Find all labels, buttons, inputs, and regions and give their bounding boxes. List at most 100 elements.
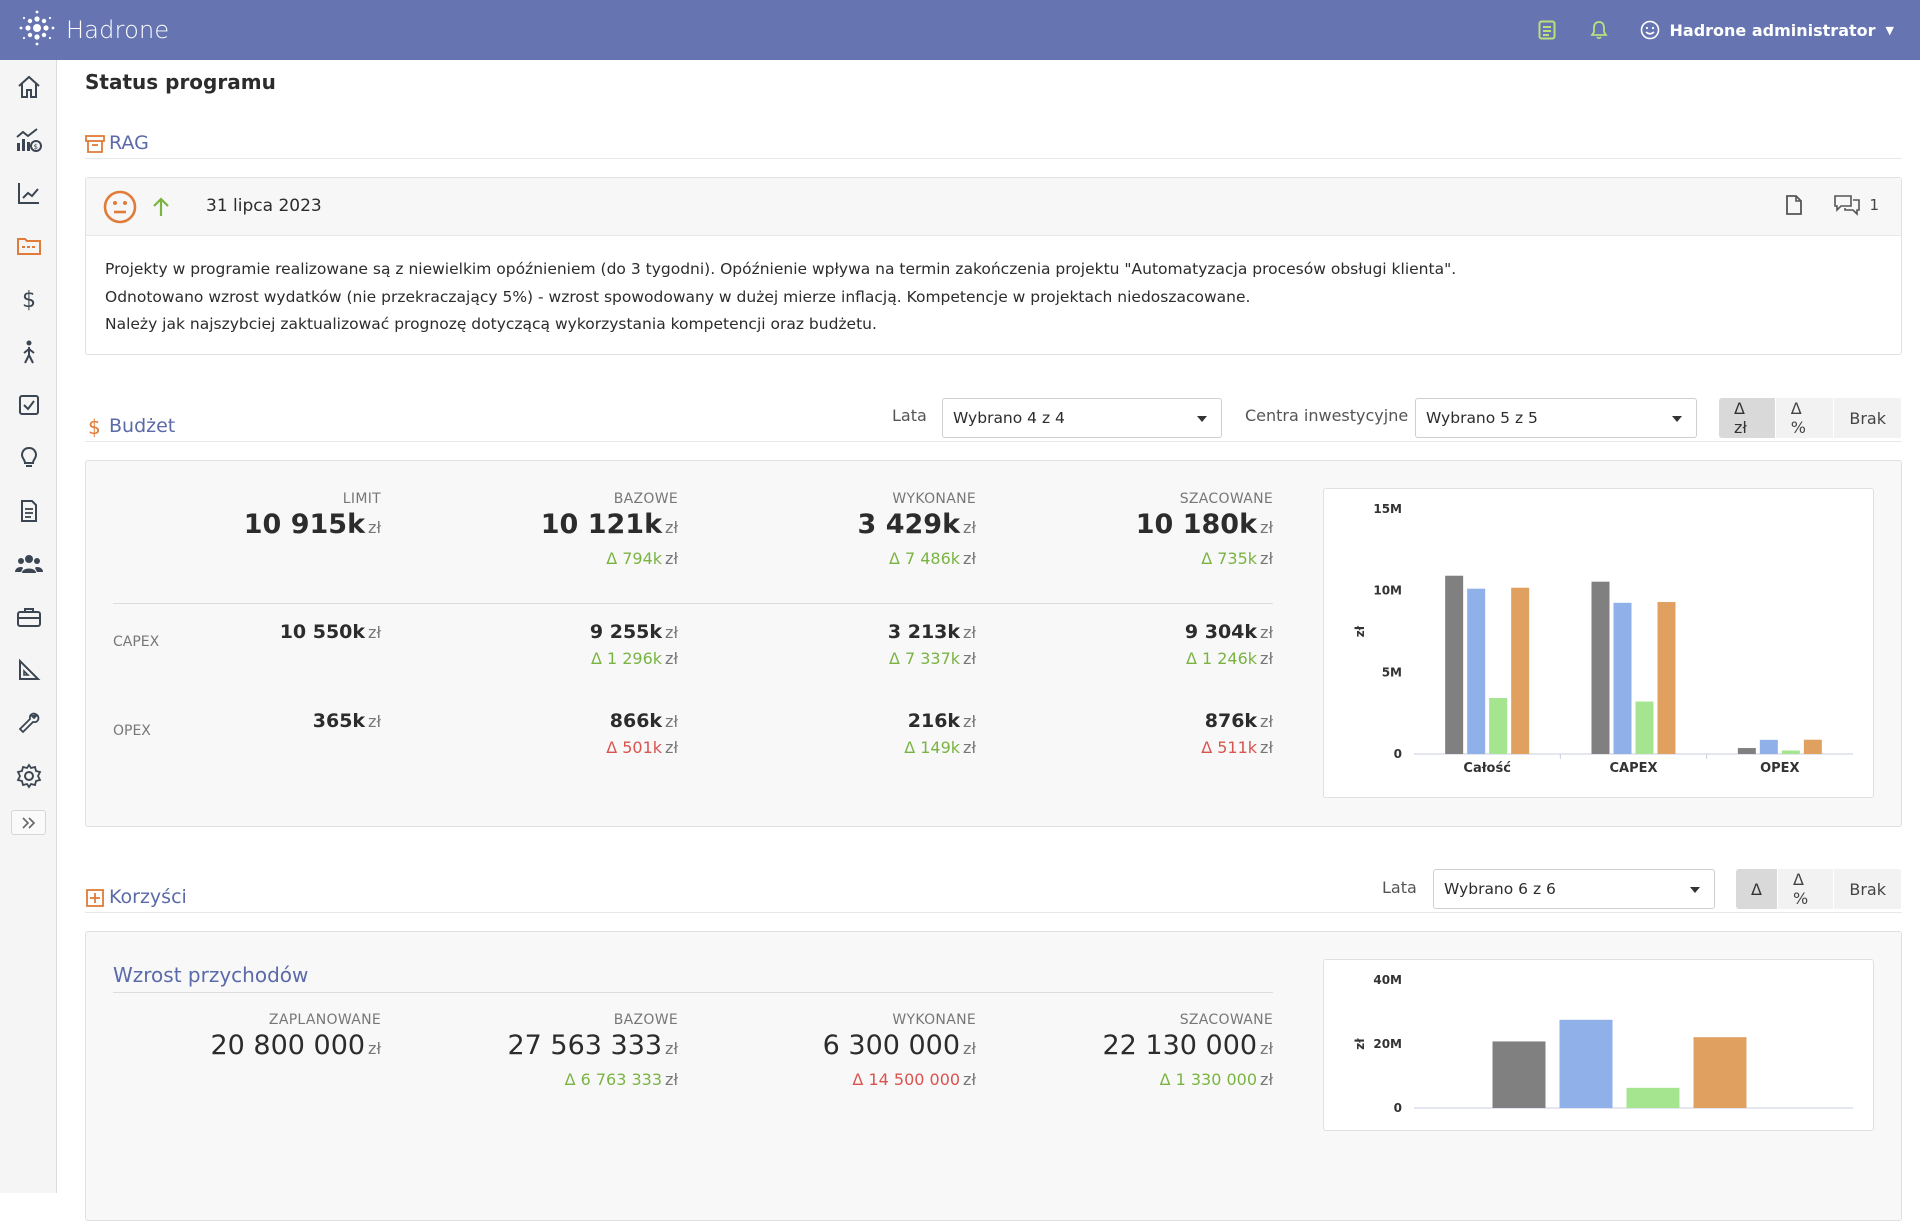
total-value: 10 915k zł xyxy=(243,509,381,540)
budget-years-value: Wybrano 4 z 4 xyxy=(953,409,1065,427)
total-delta: Δ 7 486k zł xyxy=(888,549,976,568)
budget-bar-chart: 0 5M 10M 15M zł Całość CAPEX OPEX xyxy=(1353,502,1853,776)
total-value: 10 180k zł xyxy=(1135,509,1273,540)
y-tick-label: 20M xyxy=(1373,1037,1402,1051)
bar xyxy=(1693,1037,1747,1108)
rag-header: 31 lipca 2023 1 xyxy=(86,178,1901,236)
benefits-col-wykonane: WYKONANE 6 300 000 zł Δ 14 500 000 zł xyxy=(766,1012,976,1089)
rag-line: Odnotowano wzrost wydatków (nie przekrac… xyxy=(105,287,1251,306)
total-value: 10 121k zł xyxy=(540,509,678,540)
col-header: WYKONANE xyxy=(892,491,976,507)
top-bar: Hadrone Hadrone administrator ▼ xyxy=(0,0,1920,60)
toolbox-icon[interactable] xyxy=(14,602,44,632)
bar xyxy=(1559,1019,1613,1108)
bar xyxy=(1759,739,1778,754)
toggle-delta[interactable]: Δ xyxy=(1736,869,1778,909)
lightbulb-icon[interactable] xyxy=(14,443,44,473)
bar xyxy=(1445,575,1464,754)
analytics-icon[interactable]: $ xyxy=(14,125,44,155)
rag-panel: 31 lipca 2023 1 Projekty w programie rea… xyxy=(85,177,1902,355)
budget-centers-select[interactable]: Wybrano 5 z 5 xyxy=(1415,398,1697,438)
col-header: SZACOWANE xyxy=(1179,1012,1273,1028)
y-tick-label: 5M xyxy=(1382,665,1402,679)
x-tick-label: OPEX xyxy=(1760,761,1799,776)
y-axis-label: zł xyxy=(1353,625,1367,637)
user-menu[interactable]: Hadrone administrator ▼ xyxy=(1640,20,1894,40)
toggle-none[interactable]: Brak xyxy=(1834,869,1902,909)
hadrone-logo-icon xyxy=(16,7,58,53)
brand[interactable]: Hadrone xyxy=(16,7,169,53)
bar xyxy=(1803,739,1822,754)
divider xyxy=(113,992,1273,993)
neutral-face-icon xyxy=(103,190,137,224)
chart-line-icon[interactable] xyxy=(14,178,44,208)
home-icon[interactable] xyxy=(14,72,44,102)
caret-down-icon: ▼ xyxy=(1885,23,1894,37)
budget-section-header: $ Budżet xyxy=(85,406,845,442)
benefits-delta-toggle: Δ Δ % Brak xyxy=(1736,869,1902,909)
smile-icon xyxy=(1640,20,1660,40)
y-tick-label: 15M xyxy=(1373,502,1402,516)
capex-limit: 10 550k zł xyxy=(279,621,381,643)
benefits-years-label: Lata xyxy=(1382,878,1417,897)
sidebar-expand-button[interactable] xyxy=(11,810,46,835)
double-chevron-right-icon xyxy=(21,816,37,829)
bar xyxy=(1737,748,1756,754)
benefits-section-header: Korzyści xyxy=(85,877,1385,913)
y-tick-label: 10M xyxy=(1373,584,1402,598)
benefits-col-szacowane: SZACOWANE 22 130 000 zł Δ 1 330 000 zł xyxy=(1066,1012,1273,1089)
dollar-section-icon: $ xyxy=(85,416,105,438)
budget-col-bazowe: BAZOWE 10 121k zł Δ 794k zł xyxy=(466,491,678,568)
page-title: Status programu xyxy=(85,70,276,94)
budget-chart-container: 0 5M 10M 15M zł Całość CAPEX OPEX xyxy=(1323,488,1874,798)
opex-bazowe: 866k zł Δ 501k zł xyxy=(606,710,678,757)
toggle-delta-percent[interactable]: Δ % xyxy=(1775,398,1835,438)
rag-line: Projekty w programie realizowane są z ni… xyxy=(105,260,1457,278)
folders-icon[interactable] xyxy=(14,231,44,261)
x-tick-label: Całość xyxy=(1463,761,1511,776)
gear-icon[interactable] xyxy=(14,761,44,791)
capex-szacowane: 9 304k zł Δ 1 246k zł xyxy=(1184,621,1273,668)
wrench-icon[interactable] xyxy=(14,708,44,738)
comments-icon[interactable] xyxy=(1833,194,1861,216)
bar xyxy=(1511,587,1530,754)
total-value: 3 429k zł xyxy=(857,509,976,540)
checkbox-icon[interactable] xyxy=(14,390,44,420)
total-delta: Δ 794k zł xyxy=(606,549,678,568)
bell-icon[interactable] xyxy=(1588,19,1610,41)
toggle-none[interactable]: Brak xyxy=(1834,398,1902,438)
bar xyxy=(1591,581,1610,754)
toggle-delta-zl[interactable]: Δ zł xyxy=(1719,398,1776,438)
svg-text:$: $ xyxy=(34,143,38,151)
comments-count: 1 xyxy=(1869,196,1879,214)
opex-limit: 365k zł xyxy=(312,710,381,732)
toggle-delta-percent[interactable]: Δ % xyxy=(1777,869,1835,909)
budget-delta-toggle: Δ zł Δ % Brak xyxy=(1719,398,1902,438)
benefits-years-select[interactable]: Wybrano 6 z 6 xyxy=(1433,869,1715,909)
users-icon[interactable] xyxy=(14,549,44,579)
bar xyxy=(1635,701,1654,754)
capex-bazowe: 9 255k zł Δ 1 296k zł xyxy=(589,621,678,668)
y-tick-label: 0 xyxy=(1394,1101,1402,1115)
rag-date: 31 lipca 2023 xyxy=(206,196,322,216)
dropdown-caret-icon xyxy=(1197,416,1207,422)
col-header: ZAPLANOWANE xyxy=(268,1012,381,1028)
rag-section-header: RAG xyxy=(85,123,1902,159)
benefits-bar-chart: 0 20M 40M zł xyxy=(1353,973,1853,1115)
person-walking-icon[interactable] xyxy=(14,337,44,367)
dollar-icon[interactable]: $ xyxy=(14,284,44,314)
file-icon[interactable] xyxy=(1785,194,1803,216)
ruler-triangle-icon[interactable] xyxy=(14,655,44,685)
y-axis-label: zł xyxy=(1353,1038,1367,1050)
benefits-col-bazowe: BAZOWE 27 563 333 zł Δ 6 763 333 zł xyxy=(466,1012,678,1089)
document-icon[interactable] xyxy=(14,496,44,526)
budget-col-szacowane: SZACOWANE 10 180k zł Δ 735k zł xyxy=(1066,491,1273,568)
notes-icon[interactable] xyxy=(1536,19,1558,41)
rag-section-title: RAG xyxy=(109,132,149,154)
budget-years-label: Lata xyxy=(892,406,927,425)
archive-icon xyxy=(85,134,105,154)
budget-col-wykonane: WYKONANE 3 429k zł Δ 7 486k zł xyxy=(766,491,976,568)
budget-section-title: Budżet xyxy=(109,415,176,437)
budget-years-select[interactable]: Wybrano 4 z 4 xyxy=(942,398,1222,438)
total-delta: Δ 735k zł xyxy=(1201,549,1273,568)
